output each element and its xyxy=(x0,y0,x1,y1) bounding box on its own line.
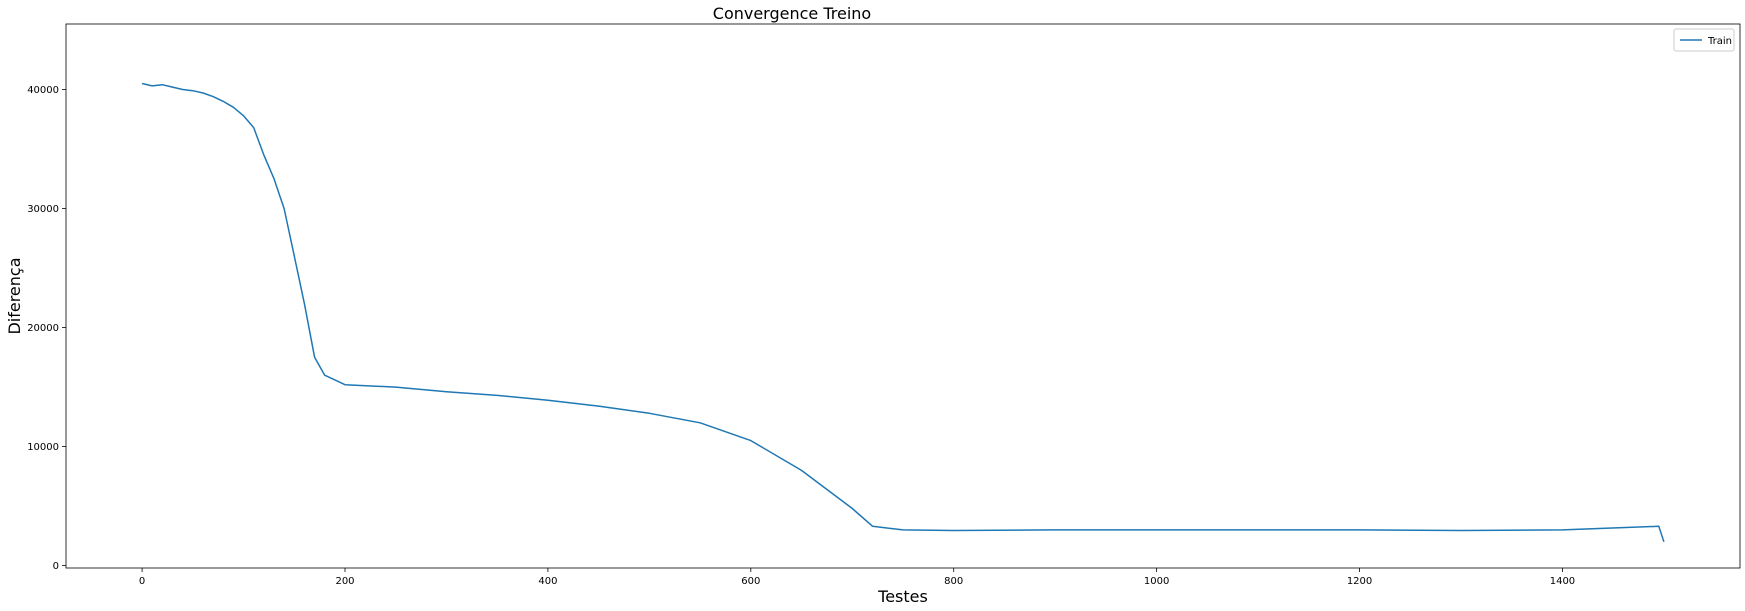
x-tick-label: 1000 xyxy=(1144,576,1169,587)
plot-frame xyxy=(65,23,1741,569)
y-tick-label: 20000 xyxy=(27,323,59,334)
x-tick-label: 1200 xyxy=(1347,576,1372,587)
y-tick-label: 0 xyxy=(53,561,59,572)
plot-area xyxy=(66,24,1740,568)
x-tick-label: 400 xyxy=(538,576,557,587)
series-layer xyxy=(141,82,1665,543)
y-axis-title: Diferença xyxy=(5,257,24,334)
y-tick-label: 10000 xyxy=(27,442,59,453)
chart-title: Convergence Treino xyxy=(713,4,871,23)
legend: Train xyxy=(1673,28,1735,52)
x-tick-label: 1400 xyxy=(1550,576,1575,587)
x-tick-label: 0 xyxy=(139,576,145,587)
x-axis-title: Testes xyxy=(877,587,928,606)
x-tick-label: 600 xyxy=(741,576,760,587)
y-axis-ticks: 0 10000 20000 30000 40000 xyxy=(27,85,66,572)
x-axis-ticks: 0 200 400 600 800 1000 1200 1400 xyxy=(139,568,1575,587)
y-tick-label: 30000 xyxy=(27,204,59,215)
legend-label-train: Train xyxy=(1707,36,1732,47)
y-tick-label: 40000 xyxy=(27,85,59,96)
legend-box xyxy=(1673,28,1735,52)
x-tick-label: 800 xyxy=(944,576,963,587)
series-line-train xyxy=(141,82,1665,543)
x-tick-label: 200 xyxy=(335,576,354,587)
